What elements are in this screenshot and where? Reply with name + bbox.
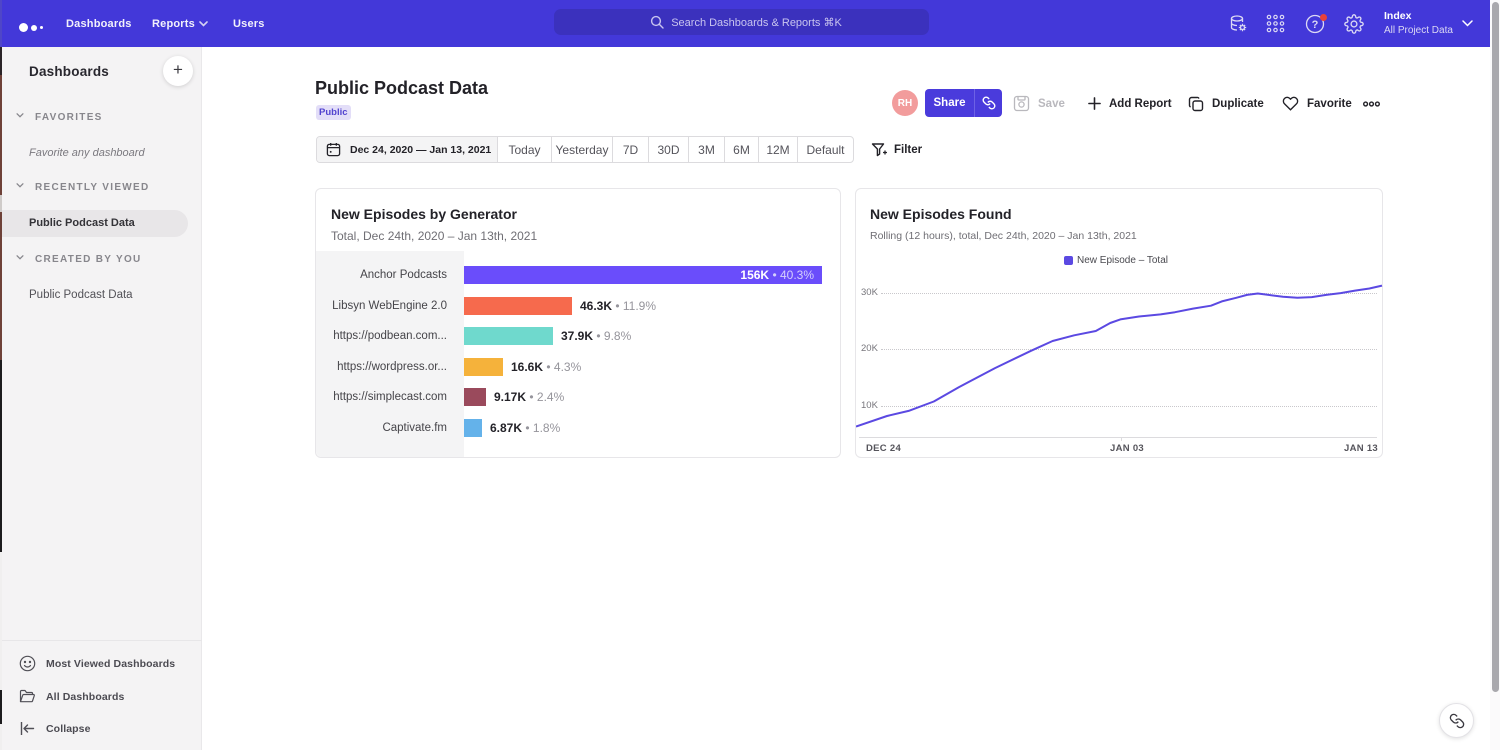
svg-text:?: ?: [1312, 19, 1319, 31]
